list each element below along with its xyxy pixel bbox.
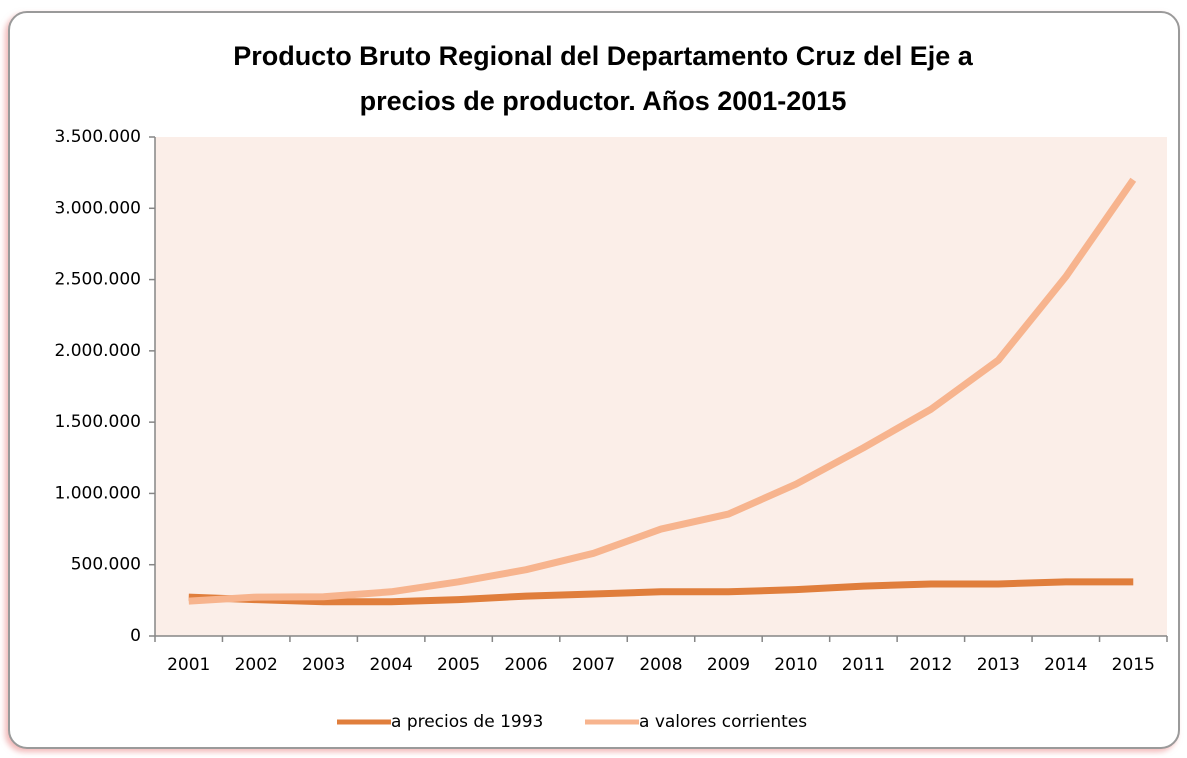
y-tick-label: 1.000.000 xyxy=(54,483,141,503)
x-tick-label: 2014 xyxy=(1044,655,1087,675)
x-tick-label: 2007 xyxy=(572,655,615,675)
x-tick-label: 2004 xyxy=(370,655,413,675)
series-line xyxy=(188,177,1137,605)
x-tick-label: 2013 xyxy=(977,655,1020,675)
chart-title: Producto Bruto Regional del Departamento… xyxy=(233,41,974,71)
x-tick-label: 2010 xyxy=(774,655,817,675)
y-tick-label: 2.500.000 xyxy=(54,270,141,290)
x-tick-label: 2008 xyxy=(639,655,682,675)
x-tick-label: 2011 xyxy=(842,655,885,675)
y-tick-label: 1.500.000 xyxy=(54,412,141,432)
x-tick-label: 2012 xyxy=(909,655,952,675)
x-tick-label: 2015 xyxy=(1112,655,1155,675)
y-tick-label: 0 xyxy=(130,626,141,646)
series-line xyxy=(188,578,1134,606)
y-tick-label: 3.500.000 xyxy=(54,127,141,147)
x-tick-label: 2005 xyxy=(437,655,480,675)
legend-label: a valores corrientes xyxy=(639,712,807,732)
chart-title: precios de productor. Años 2001-2015 xyxy=(360,86,847,116)
y-tick-label: 500.000 xyxy=(71,555,141,575)
x-tick-label: 2002 xyxy=(235,655,278,675)
x-tick-label: 2003 xyxy=(302,655,345,675)
y-tick-label: 3.000.000 xyxy=(54,198,141,218)
plot-area xyxy=(155,137,1167,636)
x-tick-label: 2009 xyxy=(707,655,750,675)
y-tick-label: 2.000.000 xyxy=(54,341,141,361)
legend-label: a precios de 1993 xyxy=(391,712,543,732)
x-tick-label: 2006 xyxy=(504,655,547,675)
x-tick-label: 2001 xyxy=(167,655,210,675)
